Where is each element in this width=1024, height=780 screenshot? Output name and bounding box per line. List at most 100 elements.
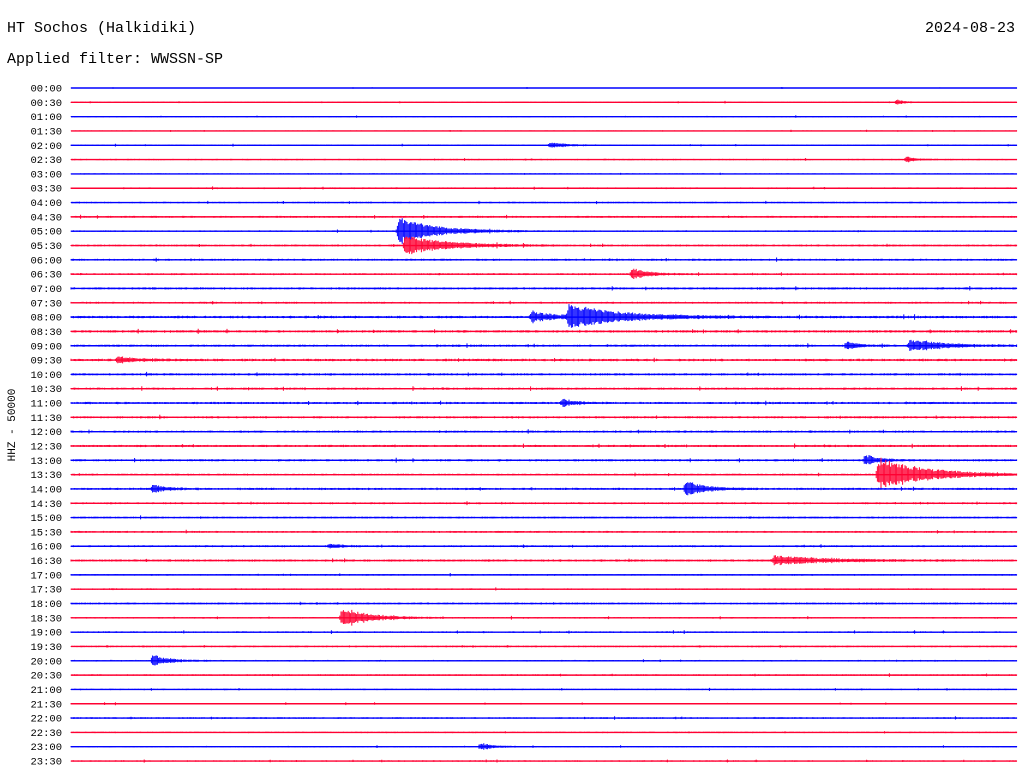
trace-0630 — [70, 268, 1018, 279]
row-label-1730: 17:30 — [30, 585, 62, 597]
trace-1100 — [70, 398, 1018, 407]
trace-0800 — [70, 304, 1018, 328]
trace-0730 — [70, 300, 1018, 305]
trace-1230 — [70, 443, 1018, 449]
trace-2100 — [70, 687, 1018, 691]
trace-0130 — [70, 129, 1018, 132]
trace-1500 — [70, 515, 1018, 520]
row-label-1500: 15:00 — [30, 513, 62, 525]
row-label-1230: 12:30 — [30, 442, 62, 454]
row-label-0330: 03:30 — [30, 184, 62, 196]
trace-0300 — [70, 172, 1018, 175]
row-label-1130: 11:30 — [30, 413, 62, 425]
row-label-0700: 07:00 — [30, 284, 62, 296]
row-label-0500: 05:00 — [30, 227, 62, 239]
row-label-0630: 06:30 — [30, 270, 62, 282]
row-label-0600: 06:00 — [30, 255, 62, 267]
row-label-1200: 12:00 — [30, 427, 62, 439]
row-label-0400: 04:00 — [30, 198, 62, 210]
trace-1630 — [70, 555, 1018, 566]
trace-1130 — [70, 414, 1018, 420]
row-label-1330: 13:30 — [30, 470, 62, 482]
trace-2030 — [70, 673, 1018, 677]
row-labels: 00:00 00:30 01:00 01:30 02:00 02:30 03:00 03:30… — [30, 84, 62, 769]
row-label-0200: 02:00 — [30, 141, 62, 153]
trace-2300 — [70, 743, 1018, 750]
trace-1830 — [70, 609, 1018, 626]
trace-0530 — [70, 236, 1018, 255]
trace-0400 — [70, 200, 1018, 205]
row-label-0100: 01:00 — [30, 112, 62, 124]
row-label-2030: 20:30 — [30, 671, 62, 683]
row-label-0830: 08:30 — [30, 327, 62, 339]
row-label-1000: 10:00 — [30, 370, 62, 382]
row-label-0230: 02:30 — [30, 155, 62, 167]
trace-2200 — [70, 716, 1018, 720]
trace-0600 — [70, 257, 1018, 262]
row-label-1600: 16:00 — [30, 542, 62, 554]
trace-2230 — [70, 731, 1018, 734]
row-label-1430: 14:30 — [30, 499, 62, 511]
trace-1700 — [70, 573, 1018, 577]
trace-0100 — [70, 115, 1018, 118]
row-label-2330: 23:30 — [30, 757, 62, 769]
trace-1300 — [70, 455, 1018, 465]
row-label-0130: 01:30 — [30, 126, 62, 138]
trace-0900 — [70, 339, 1018, 351]
row-label-0530: 05:30 — [30, 241, 62, 253]
trace-1900 — [70, 630, 1018, 634]
trace-1400 — [70, 482, 1018, 496]
row-label-1630: 16:30 — [30, 556, 62, 568]
trace-0330 — [70, 186, 1018, 190]
row-label-0030: 00:30 — [30, 98, 62, 110]
row-label-1030: 10:30 — [30, 384, 62, 396]
row-label-2130: 21:30 — [30, 699, 62, 711]
trace-2000 — [70, 655, 1018, 666]
row-label-1300: 13:00 — [30, 456, 62, 468]
row-label-1900: 19:00 — [30, 628, 62, 640]
row-label-2200: 22:00 — [30, 714, 62, 726]
trace-1730 — [70, 587, 1018, 591]
trace-0430 — [70, 214, 1018, 219]
row-label-1800: 18:00 — [30, 599, 62, 611]
row-label-1700: 17:00 — [30, 570, 62, 582]
trace-0930 — [70, 356, 1018, 364]
row-label-0930: 09:30 — [30, 356, 62, 368]
row-label-0300: 03:00 — [30, 169, 62, 181]
row-label-2230: 22:30 — [30, 728, 62, 740]
row-label-0430: 04:30 — [30, 212, 62, 224]
trace-1530 — [70, 529, 1018, 534]
trace-1200 — [70, 429, 1018, 434]
trace-1430 — [70, 501, 1018, 506]
trace-0030 — [70, 99, 1018, 105]
trace-1930 — [70, 645, 1018, 648]
row-label-1100: 11:00 — [30, 399, 62, 411]
trace-0230 — [70, 156, 1018, 163]
row-label-1530: 15:30 — [30, 527, 62, 539]
row-label-1400: 14:00 — [30, 484, 62, 496]
row-label-0800: 08:00 — [30, 313, 62, 325]
trace-2330 — [70, 759, 1018, 763]
trace-1600 — [70, 543, 1018, 549]
row-label-0000: 00:00 — [30, 84, 62, 96]
row-label-2000: 20:00 — [30, 656, 62, 668]
row-label-1930: 19:30 — [30, 642, 62, 654]
station-title: HT Sochos (Halkidiki) — [7, 20, 197, 37]
record-date: 2024-08-23 — [924, 20, 1015, 37]
trace-1800 — [70, 601, 1018, 606]
row-label-2100: 21:00 — [30, 685, 62, 697]
trace-0700 — [70, 286, 1018, 291]
trace-2130 — [70, 702, 1018, 706]
trace-0200 — [70, 142, 1018, 148]
row-label-2300: 23:00 — [30, 742, 62, 754]
trace-0830 — [70, 328, 1018, 334]
row-label-1830: 18:30 — [30, 613, 62, 625]
row-label-0730: 07:30 — [30, 298, 62, 310]
trace-1000 — [70, 371, 1018, 377]
row-label-0900: 09:00 — [30, 341, 62, 353]
filter-label: Applied filter: WWSSN-SP — [7, 51, 224, 68]
trace-1330 — [70, 457, 1018, 490]
seismic-traces — [70, 87, 1018, 763]
trace-0000 — [70, 87, 1018, 89]
